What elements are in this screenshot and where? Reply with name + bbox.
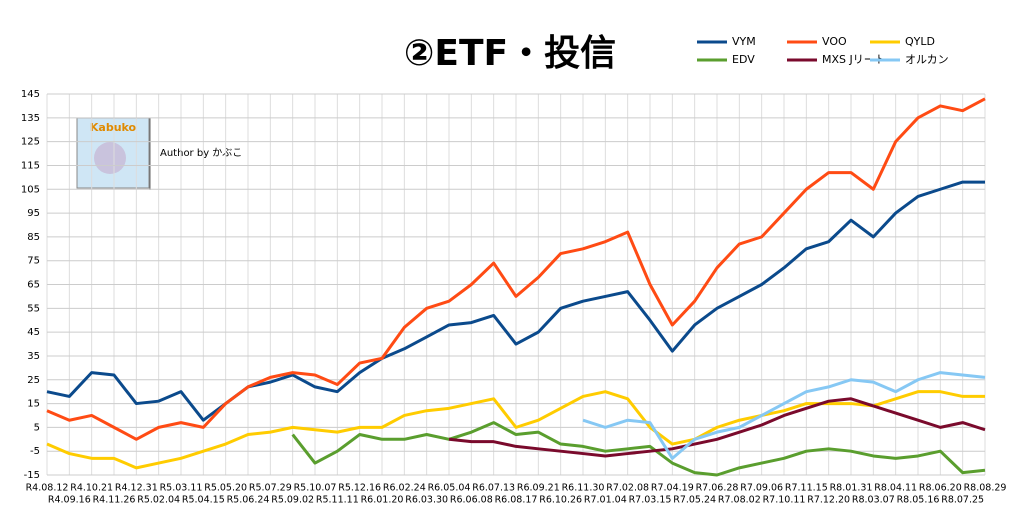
y-tick-label: 95 <box>27 208 40 219</box>
x-tick-label: R7.02.08 <box>606 483 649 494</box>
x-tick-label: R6.02.24 <box>383 483 426 494</box>
x-tick-label: R6.03.30 <box>405 495 448 506</box>
x-tick-label: R8.01.31 <box>830 483 873 494</box>
x-tick-label: R8.03.07 <box>852 495 895 506</box>
x-tick-label: R7.09.06 <box>740 483 783 494</box>
x-tick-label: R7.01.04 <box>584 495 627 506</box>
x-tick-label: R4.10.21 <box>70 483 113 494</box>
x-tick-label: R8.08.29 <box>964 483 1007 494</box>
y-tick-label: 55 <box>27 303 40 314</box>
x-tick-label: R7.06.28 <box>696 483 739 494</box>
x-tick-label: R8.05.16 <box>897 495 940 506</box>
x-tick-label: R8.06.20 <box>919 483 962 494</box>
logo-text: Kabuko <box>90 121 137 134</box>
x-tick-label: R5.09.02 <box>271 495 314 506</box>
x-tick-label: R6.09.21 <box>517 483 560 494</box>
x-tick-label: R4.11.26 <box>93 495 136 506</box>
x-tick-label: R5.03.11 <box>160 483 203 494</box>
y-tick-label: 25 <box>27 375 40 386</box>
y-tick-label: 75 <box>27 256 40 267</box>
x-tick-label: R7.04.19 <box>651 483 694 494</box>
y-tick-label: 125 <box>21 137 40 148</box>
y-tick-label: 5 <box>34 422 40 433</box>
y-tick-label: 115 <box>21 160 40 171</box>
x-tick-label: R7.03.15 <box>629 495 672 506</box>
y-tick-label: 35 <box>27 351 40 362</box>
legend-label: MXS Jリート <box>822 53 886 66</box>
series-line <box>291 421 986 477</box>
x-tick-label: R6.11.30 <box>562 483 605 494</box>
x-tick-label: R5.02.04 <box>137 495 180 506</box>
y-tick-label: 65 <box>27 280 40 291</box>
author: Author by かぶこ <box>160 147 242 159</box>
x-tick-label: R7.12.20 <box>807 495 850 506</box>
legend-label: VOO <box>822 35 847 48</box>
x-tick-label: R5.04.15 <box>182 495 225 506</box>
y-tick-label: 105 <box>21 184 40 195</box>
x-tick-label: R6.01.20 <box>361 495 404 506</box>
x-tick-label: R5.10.07 <box>294 483 337 494</box>
legend-label: QYLD <box>905 35 935 48</box>
series-line <box>448 397 986 458</box>
y-tick-label: 45 <box>27 327 40 338</box>
x-tick-label: R4.09.16 <box>48 495 91 506</box>
x-tick-label: R5.11.11 <box>316 495 359 506</box>
x-tick-label: R5.06.24 <box>227 495 270 506</box>
y-tick-label: -5 <box>30 446 40 457</box>
y-tick-label: -15 <box>24 470 40 481</box>
series-line <box>582 371 986 460</box>
x-tick-label: R6.10.26 <box>539 495 582 506</box>
x-tick-label: R5.07.29 <box>249 483 292 494</box>
y-tick-label: 135 <box>21 113 40 124</box>
x-tick-label: R6.05.04 <box>428 483 471 494</box>
y-tick-label: 15 <box>27 399 40 410</box>
series-line <box>46 97 986 441</box>
legend-label: オルカン <box>905 53 949 66</box>
x-tick-label: R7.05.24 <box>673 495 716 506</box>
x-tick-label: R4.12.31 <box>115 483 158 494</box>
x-tick-label: R7.11.15 <box>785 483 828 494</box>
logo-cat <box>94 142 126 174</box>
x-tick-label: R8.04.11 <box>874 483 917 494</box>
x-tick-label: R5.12.16 <box>338 483 381 494</box>
x-tick-label: R6.06.08 <box>450 495 493 506</box>
y-tick-label: 85 <box>27 232 40 243</box>
x-tick-label: R6.08.17 <box>495 495 538 506</box>
series-line <box>46 180 985 422</box>
series-line <box>46 390 985 470</box>
x-tick-label: R8.07.25 <box>941 495 984 506</box>
x-tick-label: R4.08.12 <box>26 483 69 494</box>
chart-title: ②ETF・投信 <box>404 33 616 74</box>
y-tick-label: 145 <box>21 89 40 100</box>
x-tick-label: R7.10.11 <box>763 495 806 506</box>
x-tick-label: R7.08.02 <box>718 495 761 506</box>
x-tick-label: R6.07.13 <box>472 483 515 494</box>
x-tick-label: R5.05.20 <box>204 483 247 494</box>
legend-label: EDV <box>732 53 755 66</box>
legend-label: VYM <box>732 35 756 48</box>
